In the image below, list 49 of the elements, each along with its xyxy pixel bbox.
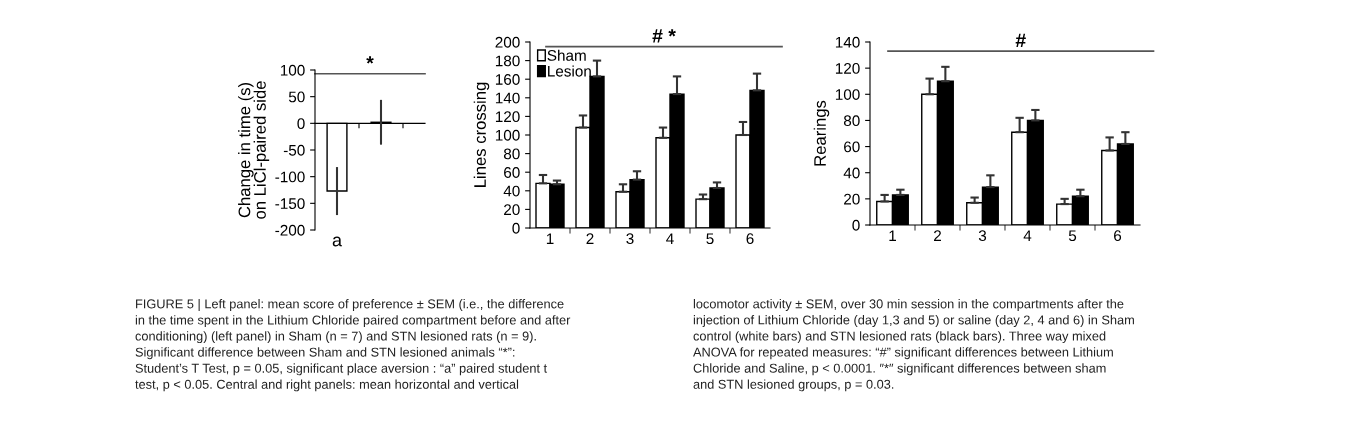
x-tick-label: 2 <box>934 230 941 241</box>
x-tick-label: 3 <box>978 230 987 242</box>
x-tick-label: 4 <box>666 233 674 244</box>
y-tick-label: 120 <box>835 63 860 74</box>
x-tick-label: 5 <box>1068 230 1077 242</box>
y-tick-label: 0 <box>512 222 520 234</box>
y-tick-label: 60 <box>504 167 520 178</box>
y-tick-label: 100 <box>280 64 305 76</box>
x-tick-label: 3 <box>626 233 634 245</box>
x-tick-label: 5 <box>706 233 714 245</box>
y-tick-label: 20 <box>844 193 860 205</box>
ref-line-label: * <box>366 56 374 64</box>
text: a <box>332 236 343 247</box>
y-tick-label: 80 <box>843 115 860 127</box>
y-axis-title: Lines crossing <box>473 82 490 187</box>
y-axis-title: Rearings <box>813 100 830 166</box>
y-tick-label: 0 <box>852 219 860 231</box>
y-tick-label: 40 <box>503 185 520 197</box>
y-tick-label: 80 <box>503 148 520 160</box>
x-tick-label: 6 <box>1114 230 1122 242</box>
y-tick-label: 50 <box>288 91 305 103</box>
y-tick-label: -150 <box>275 198 305 210</box>
y-tick-label: 160 <box>495 74 520 85</box>
y-tick-label: 120 <box>495 111 520 123</box>
text: locomotor activity ± SEM, over 30 min session in the compartments after the injection of Lithium Chloride (day 1,3 and 5) or saline (day 2, 4 and 6) in Sham control (white bars) and STN lesioned rats (black bars). Three way mixed ANOVA for repeated measures: “#” significant differences between Lithium Chloride and Saline, p < 0.0001. ″*″ significant differences between sham and STN lesioned groups, p = 0.03. <box>693 299 1134 392</box>
legend-label: Sham <box>547 49 586 61</box>
x-tick-label: 2 <box>586 233 594 244</box>
ref-line-label: # * <box>652 29 676 43</box>
y-tick-label: -200 <box>275 224 305 236</box>
y-tick-label: 100 <box>835 89 860 100</box>
y-tick-label: 0 <box>297 118 305 130</box>
y-tick-label: 100 <box>495 129 520 141</box>
y-tick-label: -50 <box>283 144 305 156</box>
ref-line-label: # <box>1015 33 1026 48</box>
y-tick-label: 140 <box>835 36 860 48</box>
y-tick-label: 200 <box>495 36 520 48</box>
x-tick-label: 6 <box>746 233 754 245</box>
y-tick-label: 40 <box>843 167 860 179</box>
y-tick-label: 20 <box>504 204 520 216</box>
caption: FIGURE 5 | Left panel: mean score of preference ± SEM (i.e., the difference in the time spent in the Lithium Chloride paired compartment before and after conditioning) (left panel) in Sham (n = 7) and STN lesioned rats (n = 9). Significant difference between Sham and STN lesioned animals “*”: Student’s T Test, p = 0.05, significant place aversion : “a” paired student t test, p < 0.05. Central and right panels: mean horizontal and vertical <box>135 299 571 392</box>
x-tick-label: 1 <box>889 230 896 241</box>
y-axis-title: Change in time (s) on LiCl-paired side <box>238 81 270 219</box>
x-tick-label: 1 <box>546 233 554 244</box>
y-tick-label: 140 <box>495 92 520 104</box>
legend-label: Lesion <box>548 65 591 77</box>
y-tick-label: 180 <box>495 55 520 67</box>
x-tick-label: 4 <box>1023 230 1032 241</box>
y-tick-label: -100 <box>275 171 305 183</box>
y-tick-label: 60 <box>844 141 860 153</box>
